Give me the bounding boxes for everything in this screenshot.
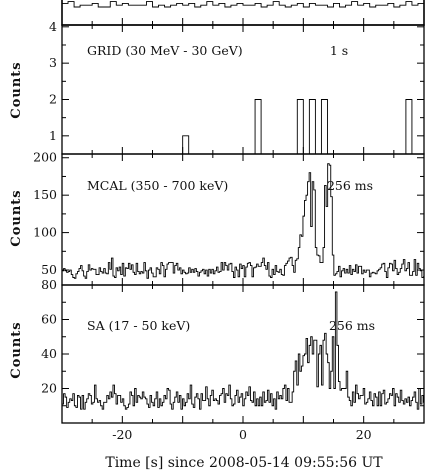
sa-resolution: 256 ms [329,318,375,333]
text-labels: 1 2 3 4 50 100 150 200 20 40 60 80 -20 0 20 [33,19,372,442]
sa-histogram [62,291,424,410]
sa-y-tick-label: 80 [41,277,57,292]
mcal-y-axis-label: Counts [9,189,24,246]
x-tick-label: 0 [239,427,247,442]
sa-y-tick-label: 60 [41,312,57,327]
histogram-lines [62,1,424,410]
grid-y-axis-label: Counts [9,61,24,118]
grid-resolution: 1 s [330,43,348,58]
mcal-annotation: MCAL (350 - 700 keV) [87,178,228,193]
mcal-y-tick-label: 50 [41,262,57,277]
mcal-resolution: 256 ms [327,178,373,193]
sa-y-tick-label: 20 [41,381,57,396]
x-tick-label: 20 [356,427,372,442]
sa-y-axis-label: Counts [9,321,24,378]
mcal-y-tick-label: 100 [33,225,57,240]
sa-annotation: SA (17 - 50 keV) [87,318,190,333]
mcal-histogram [62,163,424,279]
sa-y-tick-label: 40 [41,346,57,361]
x-tick-label: -20 [112,427,132,442]
mcal-y-tick-label: 150 [33,187,57,202]
grid-y-tick-label: 3 [49,55,57,70]
x-axis-label: Time [s] since 2008-05-14 09:55:56 UT [105,455,383,471]
panel-frames [61,0,425,424]
grid-histogram [182,99,413,154]
grid-y-tick-label: 4 [49,19,57,34]
grid-annotation: GRID (30 MeV - 30 GeV) [87,43,243,58]
grid-y-tick-label: 2 [49,91,57,106]
top-partial-histogram [62,1,424,8]
grid-y-tick-label: 1 [49,128,57,143]
mcal-y-tick-label: 200 [33,150,57,165]
tick-marks [61,18,425,424]
